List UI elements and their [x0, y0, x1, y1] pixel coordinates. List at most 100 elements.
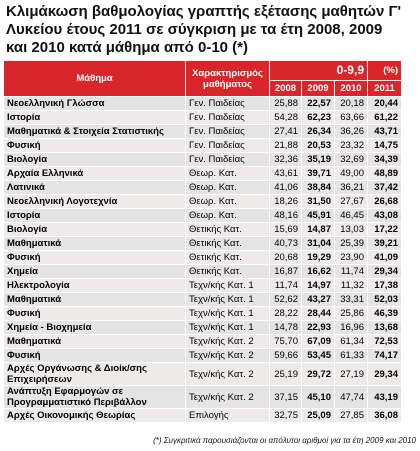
value-cell: 13,03	[334, 222, 368, 237]
value-cell: 22,57	[301, 96, 335, 111]
value-cell: 29,34	[367, 362, 402, 386]
value-cell: 39,71	[301, 166, 335, 181]
table-row: Φυσική Γεν. Παιδείας 21,88 20,53 23,32 14,75	[3, 138, 402, 153]
category-cell: Τεχν/κής Κατ. 1	[185, 320, 270, 335]
value-cell: 74,17	[367, 348, 402, 363]
table-row: Φυσική Τεχν/κής Κατ. 2 59,66 53,45 61,33 74,1…	[3, 348, 402, 363]
subject-cell: Μαθηματικά	[3, 236, 186, 251]
year-header: 2009	[301, 80, 335, 97]
year-header: 2008	[269, 80, 302, 97]
table-row: Ηλεκτρολογία Τεχν/κής Κατ. 1 11,74 14,97 11,…	[3, 278, 402, 293]
value-cell: 59,66	[269, 348, 302, 363]
category-cell: Θετικής Κατ.	[185, 236, 270, 251]
title: Κλιμάκωση βαθμολογίας γραπτής εξέτασης μ…	[6, 3, 402, 56]
subject-cell: Ιστορία	[3, 110, 186, 125]
category-cell: Γεν. Παιδείας	[185, 152, 270, 167]
subject-cell: Φυσική	[3, 138, 186, 153]
value-cell: 36,08	[367, 408, 402, 423]
value-cell: 31,50	[301, 194, 335, 209]
value-cell: 14,97	[301, 278, 335, 293]
value-cell: 14,78	[269, 320, 302, 335]
value-cell: 25,39	[334, 236, 368, 251]
table-row: Βιολογία Γεν. Παιδείας 32,36 35,19 32,69 34,3…	[3, 152, 402, 167]
value-cell: 28,44	[301, 306, 335, 321]
value-cell: 16,96	[334, 320, 368, 335]
subject-cell: Μαθηματικά	[3, 292, 186, 307]
year-header: 2010	[334, 80, 368, 97]
value-cell: 25,09	[301, 408, 335, 423]
table-row: Νεοελληνική Λογοτεχνία Θεωρ. Κατ. 18,26 31,…	[3, 194, 402, 209]
table-row: Ιστορία Γεν. Παιδείας 54,28 62,23 63,66 61,22	[3, 110, 402, 125]
value-cell: 48,89	[367, 166, 402, 181]
category-cell: Γεν. Παιδείας	[185, 110, 270, 125]
value-cell: 25,88	[269, 96, 302, 111]
value-cell: 47,74	[334, 385, 368, 409]
subject-cell: Βιολογία	[3, 152, 186, 167]
table-row: Αρχαία Ελληνικά Θεωρ. Κατ. 43,61 39,71 49,00…	[3, 166, 402, 181]
subject-cell: Φυσική	[3, 348, 186, 363]
value-cell: 20,44	[367, 96, 402, 111]
value-cell: 17,22	[367, 222, 402, 237]
category-cell: Γεν. Παιδείας	[185, 138, 270, 153]
category-cell: Τεχν/κής Κατ. 2	[185, 334, 270, 349]
category-cell: Τεχν/κής Κατ. 2	[185, 362, 270, 386]
table-row: Μαθηματικά Τεχν/κής Κατ. 1 52,62 43,27 33,31…	[3, 292, 402, 307]
value-cell: 23,32	[334, 138, 368, 153]
table-row: Μαθηματικά Τεχν/κής Κατ. 2 75,70 67,09 61,34…	[3, 334, 402, 349]
value-cell: 27,19	[334, 362, 368, 386]
value-cell: 45,10	[301, 385, 335, 409]
value-cell: 63,66	[334, 110, 368, 125]
subject-cell: Αρχαία Ελληνικά	[3, 166, 186, 181]
table-row: Αρχές Οικονομικής Θεωρίας Επιλογής 32,75 25…	[3, 408, 402, 423]
value-cell: 16,87	[269, 264, 302, 279]
table-row: Μαθηματικά & Στοιχεία Στατιστικής Γεν. Πα…	[3, 124, 402, 139]
value-cell: 31,04	[301, 236, 335, 251]
subject-cell: Μαθηματικά & Στοιχεία Στατιστικής	[3, 124, 186, 139]
value-cell: 27,67	[334, 194, 368, 209]
value-cell: 21,88	[269, 138, 302, 153]
value-cell: 43,61	[269, 166, 302, 181]
table-row: Νεοελληνική Γλώσσα Γεν. Παιδείας 25,88 22,5…	[3, 96, 402, 111]
value-cell: 67,09	[301, 334, 335, 349]
category-cell: Τεχν/κής Κατ. 1	[185, 292, 270, 307]
category-cell: Θετικής Κατ.	[185, 264, 270, 279]
table-row: Λατινικά Θεωρ. Κατ. 41,06 38,84 36,21 37,42	[3, 180, 402, 195]
value-cell: 15,69	[269, 222, 302, 237]
value-cell: 23,90	[334, 250, 368, 265]
value-cell: 43,19	[367, 385, 402, 409]
subject-cell: Λατινικά	[3, 180, 186, 195]
value-cell: 61,22	[367, 110, 402, 125]
value-cell: 22,93	[301, 320, 335, 335]
value-cell: 54,28	[269, 110, 302, 125]
subject-cell: Αρχές Οικονομικής Θεωρίας	[3, 408, 186, 423]
table-row: Χημεία - Βιοχημεία Τεχν/κής Κατ. 1 14,78 22…	[3, 320, 402, 335]
value-cell: 52,03	[367, 292, 402, 307]
value-cell: 11,74	[334, 264, 368, 279]
value-cell: 27,41	[269, 124, 302, 139]
category-cell: Γεν. Παιδείας	[185, 124, 270, 139]
category-cell: Θεωρ. Κατ.	[185, 180, 270, 195]
value-cell: 27,85	[334, 408, 368, 423]
category-cell: Θεωρ. Κατ.	[185, 166, 270, 181]
subject-cell: Νεοελληνική Λογοτεχνία	[3, 194, 186, 209]
value-cell: 18,26	[269, 194, 302, 209]
value-cell: 53,45	[301, 348, 335, 363]
value-cell: 14,87	[301, 222, 335, 237]
subject-cell: Φυσική	[3, 306, 186, 321]
category-cell: Επιλογής	[185, 408, 270, 423]
subject-cell: Ηλεκτρολογία	[3, 278, 186, 293]
value-cell: 29,72	[301, 362, 335, 386]
value-cell: 29,34	[367, 264, 402, 279]
value-cell: 75,70	[269, 334, 302, 349]
value-cell: 28,22	[269, 306, 302, 321]
grades-table: Μάθημα Χαρακτηρισμός μαθήματος 0-9,9 (%)…	[3, 60, 402, 423]
value-cell: 46,45	[334, 208, 368, 223]
value-cell: 20,18	[334, 96, 368, 111]
value-cell: 43,27	[301, 292, 335, 307]
subject-cell: Χημεία	[3, 264, 186, 279]
value-cell: 36,26	[334, 124, 368, 139]
value-cell: 38,84	[301, 180, 335, 195]
footnote: (*) Συγκριτικά παρουσιάζονται οι απόλυτο…	[153, 436, 416, 445]
category-cell: Θεωρ. Κατ.	[185, 208, 270, 223]
